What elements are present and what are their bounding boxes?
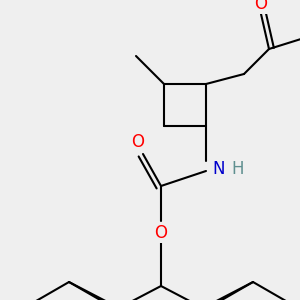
Text: N: N bbox=[212, 160, 224, 178]
Text: H: H bbox=[231, 160, 244, 178]
Text: O: O bbox=[254, 0, 268, 13]
Text: O: O bbox=[154, 224, 167, 242]
Text: O: O bbox=[131, 133, 145, 151]
